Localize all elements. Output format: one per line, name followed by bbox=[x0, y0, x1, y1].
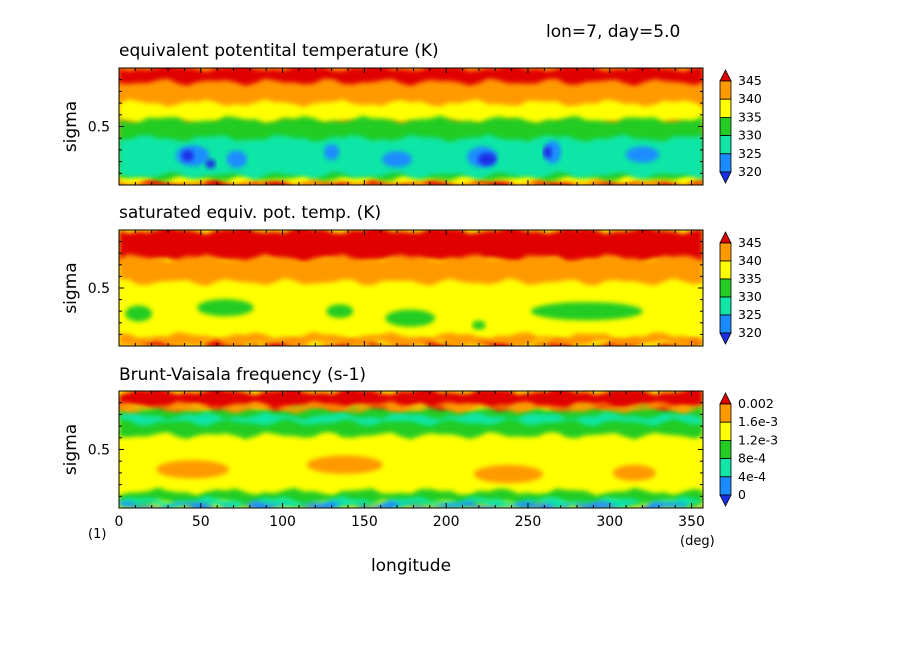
colorbar-label: 4e-4 bbox=[738, 469, 766, 484]
colorbar-swatch bbox=[719, 476, 732, 496]
colorbar-2: 345 340 335 330 325 320 bbox=[719, 231, 762, 345]
contour-band bbox=[119, 99, 703, 127]
contour-blob bbox=[306, 455, 383, 474]
colorbar-extend-max bbox=[719, 231, 732, 244]
contour-field-3 bbox=[119, 391, 703, 508]
colorbar-swatch bbox=[719, 403, 732, 423]
colorbar-label: 335 bbox=[738, 271, 762, 286]
figure-note-label: (1) bbox=[88, 527, 106, 542]
y-axis-title: sigma bbox=[61, 424, 81, 475]
contour-blob bbox=[197, 299, 254, 317]
chart-panel-1: equivalent potentital temperature (K) 0.5… bbox=[61, 41, 762, 186]
colorbar-label: 325 bbox=[738, 146, 762, 161]
contour-blob bbox=[156, 460, 229, 479]
colorbar-label: 330 bbox=[738, 128, 762, 143]
panel-title-1: equivalent potentital temperature (K) bbox=[119, 41, 439, 61]
contour-blob bbox=[323, 144, 340, 161]
contour-blob bbox=[471, 320, 486, 330]
contour-blob bbox=[477, 152, 497, 166]
contour-band bbox=[119, 401, 703, 414]
x-axis-title: longitude bbox=[371, 556, 451, 576]
x-unit-label: (deg) bbox=[680, 534, 715, 549]
figure-info-label: lon=7, day=5.0 bbox=[546, 22, 680, 42]
chart-panel-2: saturated equiv. pot. temp. (K) 0.5 sigma 3… bbox=[61, 203, 762, 347]
x-tick-label: 150 bbox=[351, 514, 378, 530]
x-tick-label: 350 bbox=[678, 514, 705, 530]
y-axis-title: sigma bbox=[61, 262, 81, 313]
colorbar-label: 345 bbox=[738, 235, 762, 250]
colorbar-label: 335 bbox=[738, 109, 762, 124]
y-tick-label: 0.5 bbox=[88, 120, 110, 136]
colorbar-label: 330 bbox=[738, 289, 762, 304]
y-tick-label: 0.5 bbox=[88, 443, 110, 459]
colorbar-label: 345 bbox=[738, 73, 762, 88]
panel-title-2: saturated equiv. pot. temp. (K) bbox=[119, 203, 381, 223]
x-tick-label: 0 bbox=[115, 514, 124, 530]
colorbar-swatch bbox=[719, 296, 732, 316]
colorbar-label: 320 bbox=[738, 325, 762, 340]
contour-blob bbox=[385, 309, 436, 327]
contour-blob bbox=[612, 464, 656, 481]
contour-blob bbox=[125, 305, 153, 322]
contour-blob bbox=[473, 464, 544, 484]
contour-field-1 bbox=[119, 68, 703, 185]
contour-blob bbox=[543, 146, 553, 158]
contour-blob bbox=[205, 159, 216, 169]
colorbar-label: 340 bbox=[738, 91, 762, 106]
colorbar-label: 8e-4 bbox=[738, 451, 766, 466]
colorbar-swatch bbox=[719, 421, 732, 441]
contour-band bbox=[119, 68, 703, 86]
panel-title-3: Brunt-Vaisala frequency (s-1) bbox=[119, 365, 366, 385]
contour-blob bbox=[226, 150, 247, 168]
colorbar-swatch bbox=[719, 242, 732, 262]
chart-panel-3: Brunt-Vaisala frequency (s-1) 0.5 sigma 0 50… bbox=[61, 365, 778, 530]
contour-blob bbox=[543, 140, 562, 164]
contour-blob bbox=[326, 304, 354, 319]
contour-blob bbox=[382, 151, 413, 168]
colorbar-label: 0 bbox=[738, 487, 746, 502]
colorbar-swatch bbox=[719, 153, 732, 173]
colorbar-swatch bbox=[719, 117, 732, 137]
colorbar-extend-max bbox=[719, 392, 732, 405]
y-axis-title: sigma bbox=[61, 101, 81, 152]
x-tick-label: 300 bbox=[596, 514, 623, 530]
y-tick-label: 0.5 bbox=[88, 281, 110, 297]
colorbar-label: 320 bbox=[738, 164, 762, 179]
x-tick-label: 100 bbox=[269, 514, 296, 530]
colorbar-label: 1.6e-3 bbox=[738, 414, 778, 429]
colorbar-label: 1.2e-3 bbox=[738, 432, 778, 447]
colorbar-swatch bbox=[719, 458, 732, 478]
contour-blob bbox=[625, 146, 660, 163]
colorbar-label: 325 bbox=[738, 307, 762, 322]
colorbar-swatch bbox=[719, 439, 732, 459]
colorbar-extend-max bbox=[719, 69, 732, 82]
contour-field-2 bbox=[119, 230, 703, 346]
x-tick-label: 200 bbox=[433, 514, 460, 530]
colorbar-swatch bbox=[719, 278, 732, 298]
colorbar-swatch bbox=[719, 314, 732, 334]
colorbar-1: 345 340 335 330 325 320 bbox=[719, 69, 762, 184]
colorbar-extend-min bbox=[719, 332, 732, 345]
colorbar-label: 340 bbox=[738, 253, 762, 268]
colorbar-swatch bbox=[719, 80, 732, 100]
contour-band bbox=[119, 411, 703, 427]
colorbar-swatch bbox=[719, 98, 732, 118]
colorbar-swatch bbox=[719, 260, 732, 280]
x-tick-label: 250 bbox=[515, 514, 542, 530]
colorbar-extend-min bbox=[719, 494, 732, 507]
colorbar-extend-min bbox=[719, 171, 732, 184]
contour-band bbox=[119, 254, 703, 286]
contour-band bbox=[119, 500, 703, 508]
colorbar-3: 0.002 1.6e-3 1.2e-3 8e-4 4e-4 0 bbox=[719, 392, 778, 507]
contour-blob bbox=[530, 302, 643, 321]
colorbar-swatch bbox=[719, 135, 732, 155]
contour-band bbox=[119, 331, 703, 346]
chart-panels: equivalent potentital temperature (K) 0.5… bbox=[61, 41, 778, 530]
contour-blob bbox=[181, 150, 194, 162]
x-tick-label: 50 bbox=[192, 514, 210, 530]
colorbar-label: 0.002 bbox=[738, 396, 774, 411]
